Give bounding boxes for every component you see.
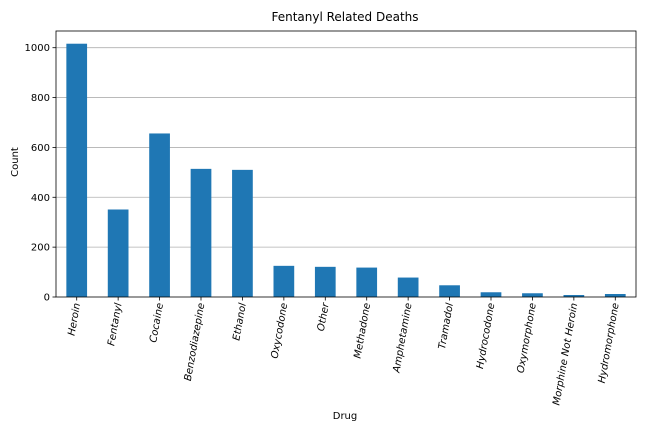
bar-tramadol (439, 285, 460, 297)
bar-fentanyl (107, 209, 129, 297)
x-tick-label: Ethanol (231, 302, 248, 341)
bar-oxycodone (273, 265, 295, 297)
y-tick-label: 400 (31, 193, 50, 204)
bar-amphetamine (397, 277, 419, 297)
x-tick-label: Heroin (67, 302, 84, 336)
bar-hydromorphone (604, 294, 626, 297)
x-tick-label: Amphetamine (391, 302, 414, 374)
x-tick-label: Hydrocodone (475, 302, 497, 369)
y-tick-label: 600 (31, 143, 50, 154)
x-tick-label: Tramadol (437, 302, 456, 350)
axes (55, 30, 637, 298)
x-tick-label: Other (316, 301, 332, 332)
y-tick-label: 1000 (25, 43, 50, 54)
x-ticks: Heroin Fentanyl Cocaine Benzodiazepine Ethan… (67, 297, 622, 406)
x-tick-label: Methadone (353, 302, 374, 359)
x-tick-label: Cocaine (148, 302, 166, 343)
bar-heroin (66, 43, 88, 297)
x-tick-label: Benzodiazepine (183, 302, 208, 382)
y-tick-label: 800 (31, 93, 50, 104)
chart-title: Fentanyl Related Deaths (271, 10, 418, 24)
y-tick-label: 200 (31, 243, 50, 254)
bar-cocaine (149, 133, 170, 297)
y-axis-label: Count (10, 147, 21, 177)
y-tick-label: 0 (44, 293, 50, 304)
bar-benzodiazepine (190, 168, 212, 297)
x-tick-label: Oxymorphone (516, 302, 539, 374)
bars (66, 43, 626, 297)
x-axis-label: Drug (333, 411, 358, 422)
plot-frame (55, 30, 637, 298)
bar-morphine-not-heroin (563, 295, 585, 297)
x-tick-label: Hydromorphone (597, 302, 622, 384)
x-tick-label: Oxycodone (270, 302, 291, 359)
bar-methadone (356, 267, 378, 297)
x-tick-label: Morphine Not Heroin (551, 302, 580, 406)
bar-ethanol (232, 169, 253, 297)
bar-oxymorphone (522, 293, 543, 297)
bar-other (314, 266, 336, 297)
x-tick-label: Fentanyl (106, 302, 124, 347)
y-ticks: 0 200 400 600 800 1000 (25, 43, 56, 304)
grid-lines (56, 47, 636, 248)
bar-hydrocodone (480, 292, 502, 297)
